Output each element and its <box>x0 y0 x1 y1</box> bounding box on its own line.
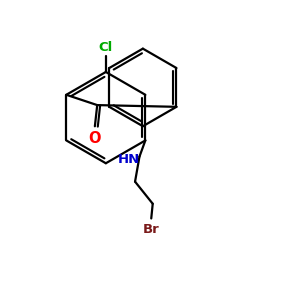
Text: Cl: Cl <box>99 41 113 54</box>
Text: Br: Br <box>143 223 160 236</box>
Text: HN: HN <box>118 153 140 166</box>
Text: O: O <box>88 131 101 146</box>
